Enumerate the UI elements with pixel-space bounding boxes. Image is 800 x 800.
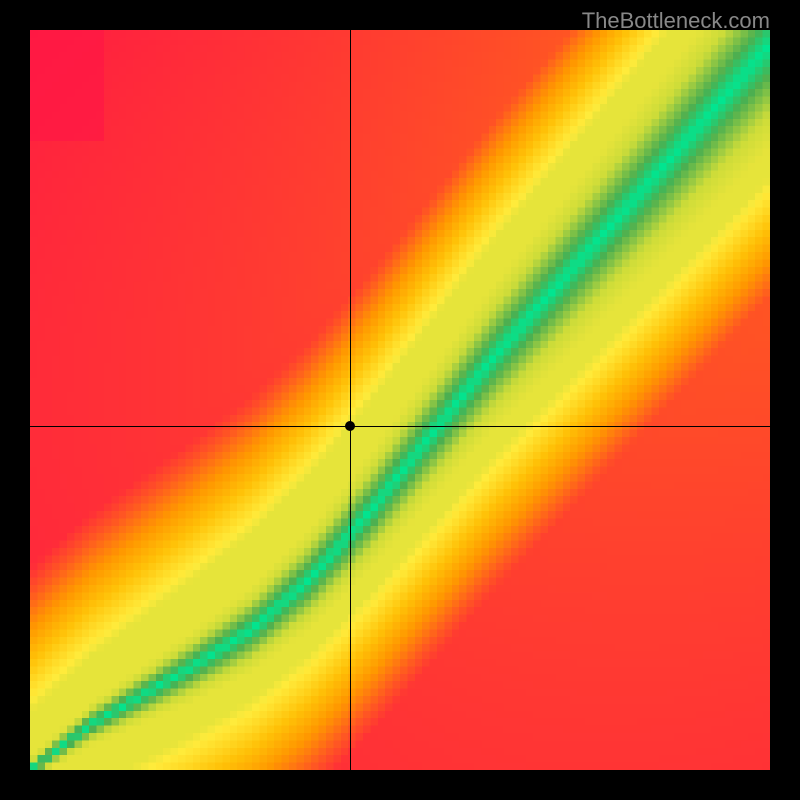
watermark-text: TheBottleneck.com (582, 8, 770, 34)
crosshair-horizontal (30, 426, 770, 427)
crosshair-vertical (350, 30, 351, 770)
selection-marker (345, 421, 355, 431)
heatmap-canvas (30, 30, 770, 770)
heatmap-plot (30, 30, 770, 770)
